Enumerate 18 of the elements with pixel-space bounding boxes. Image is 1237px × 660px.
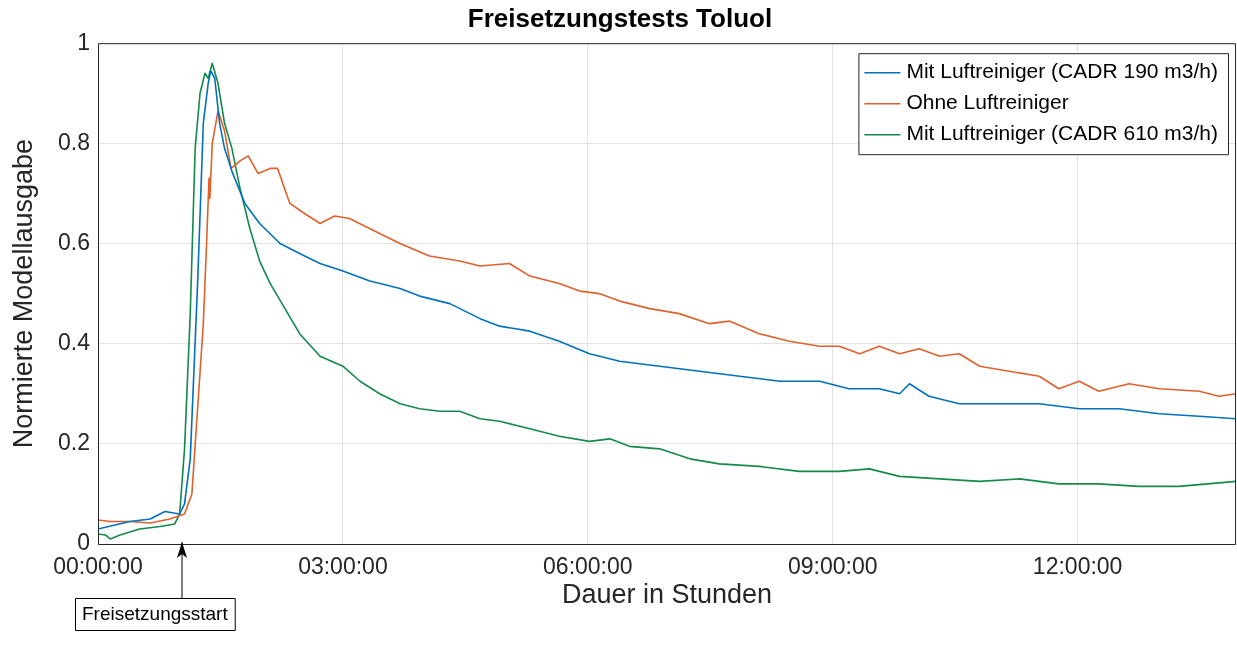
y-tick-label: 0.6 — [58, 228, 90, 255]
chart-title: Freisetzungstests Toluol — [467, 2, 773, 33]
legend-label: Mit Luftreiniger (CADR 610 m3/h) — [906, 121, 1218, 145]
y-tick-label: 0.2 — [58, 429, 90, 456]
text: Freisetzungsstart — [82, 603, 229, 625]
x-tick-label: 06:00:00 — [543, 553, 633, 580]
y-tick-label: 0.8 — [58, 128, 90, 155]
y-tick-label: 0 — [77, 529, 90, 556]
x-tick-label: 09:00:00 — [787, 553, 878, 580]
x-tick-label: 12:00:00 — [1032, 553, 1123, 580]
x-tick-label: 03:00:00 — [298, 553, 388, 580]
y-tick-label: 1 — [77, 28, 90, 55]
x-axis-title: Dauer in Stunden — [561, 579, 773, 610]
legend-label: Ohne Luftreiniger — [906, 90, 1069, 114]
y-axis-title: Normierte Modellausgabe — [7, 139, 38, 449]
x-tick-label: 00:00:00 — [53, 553, 143, 580]
y-tick-label: 0.4 — [58, 329, 91, 356]
legend-label: Mit Luftreiniger (CADR 190 m3/h) — [906, 59, 1218, 83]
